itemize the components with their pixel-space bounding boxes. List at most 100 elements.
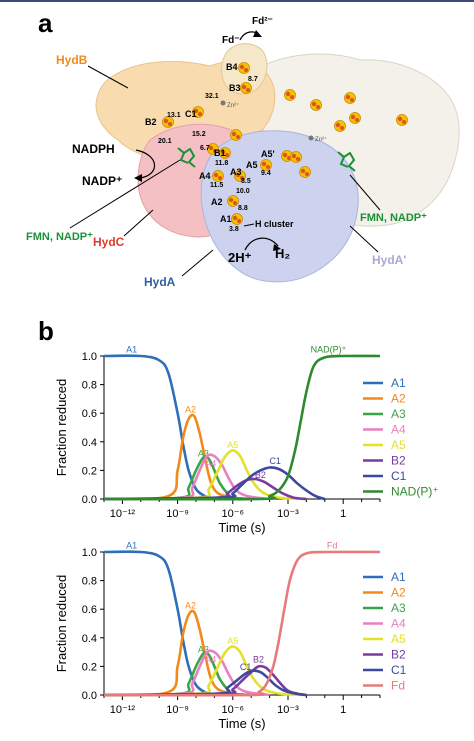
legend-label: C1	[391, 663, 407, 677]
zn-left-dot	[220, 100, 226, 106]
hydA-surface	[200, 130, 359, 283]
hydB-pointer	[87, 65, 129, 89]
series-line-A5	[103, 645, 307, 697]
legend-label: C1	[391, 469, 407, 483]
fes-cluster-icon	[212, 170, 224, 182]
fes-cluster-icon	[344, 92, 356, 104]
top-rule	[0, 0, 474, 2]
y-axis-label: Fraction reduced	[54, 575, 69, 673]
distance-20-1: 20.1	[158, 138, 172, 145]
nadph-label: NADPH	[72, 142, 115, 156]
cluster-label-B4: B4	[226, 62, 238, 72]
panel-a-label: a	[38, 8, 53, 38]
zn-right-dot	[308, 135, 314, 141]
cluster-label-A1: A1	[220, 214, 232, 224]
series-inline-label: A5	[227, 440, 238, 450]
y-tick-label: 0.6	[82, 604, 97, 616]
legend-label: A1	[391, 376, 406, 390]
distance-6-7: 6.7	[200, 145, 210, 152]
cluster-label-A5: A5	[246, 160, 258, 170]
legend-label: B2	[391, 648, 406, 662]
fes-cluster-icon	[310, 99, 322, 111]
y-tick-label: 0.4	[82, 633, 97, 645]
y-tick-label: 0.0	[82, 494, 97, 506]
series-line-A4	[103, 649, 270, 697]
zn-right-label: Zn²⁺	[315, 136, 327, 143]
legend-label: Fd	[391, 679, 405, 693]
hydC-pointer	[123, 209, 154, 237]
series-inline-label: A4	[205, 655, 216, 665]
h2-label: H₂	[275, 246, 290, 261]
fes-cluster-icon	[334, 120, 346, 132]
x-tick-label: 10⁻⁹	[166, 704, 189, 716]
x-tick-label: 10⁻¹²	[110, 704, 136, 716]
distance-32-1: 32.1	[205, 93, 219, 100]
fes-cluster-icon	[299, 166, 311, 178]
series-inline-label: B2	[255, 470, 266, 480]
cluster-label-C1: C1	[185, 109, 197, 119]
legend-label: A2	[391, 586, 406, 600]
chart-bottom: 0.0 0.2 0.4 0.6 0.8 1.0 10⁻¹² 10⁻⁹ 10⁻⁶ 10⁻³ 1 Time…	[54, 540, 407, 731]
legend-label: A4	[391, 617, 406, 631]
fmn-nadp-left-label: FMN, NADP⁺	[26, 231, 93, 243]
legend-label: A3	[391, 407, 406, 421]
series-inline-label: B2	[253, 655, 264, 665]
series-inline-label: C1	[269, 456, 281, 466]
y-tick-label: 0.8	[82, 576, 97, 588]
distance-10-0: 10.0	[236, 188, 250, 195]
x-tick-label: 10⁻⁶	[222, 704, 245, 716]
cluster-label-A2: A2	[211, 197, 223, 207]
series-inline-label: NAD(P)⁺	[311, 344, 347, 354]
series-inline-label: A2	[185, 600, 196, 610]
fes-cluster-icon	[162, 116, 174, 128]
y-tick-label: 0.6	[82, 408, 97, 420]
legend-label: NAD(P)⁺	[391, 485, 439, 499]
legend-label: B2	[391, 454, 406, 468]
x-axis-label: Time (s)	[218, 716, 265, 731]
cluster-label-A5prime: A5'	[261, 149, 275, 159]
fd-arrowhead	[253, 30, 262, 37]
chart-top: 0.0 0.2 0.4 0.6 0.8 1.0 10⁻¹² 10⁻⁹ 10⁻⁶ 10⁻³ 1 Time…	[54, 344, 439, 535]
fd-oxidized-label: Fd²⁻	[252, 16, 273, 27]
hydA-prime-pointer	[349, 225, 379, 253]
fes-cluster-icon	[207, 143, 219, 155]
series-inline-label: A4	[205, 459, 216, 469]
x-tick-label: 10⁻³	[277, 704, 299, 716]
x-tick-label: 10⁻¹²	[110, 508, 136, 520]
legend-label: A3	[391, 601, 406, 615]
fmn-nadp-right-label: FMN, NADP⁺	[360, 212, 427, 224]
distance-9-4: 9.4	[261, 170, 271, 177]
h-cluster-pointer	[243, 223, 255, 227]
y-tick-label: 0.2	[82, 661, 97, 673]
y-tick-label: 1.0	[82, 351, 97, 363]
fd-reduced-label: Fd⁻	[222, 35, 240, 46]
y-tick-label: 0.0	[82, 690, 97, 702]
x-tick-label: 10⁻³	[277, 508, 299, 520]
y-tick-label: 0.8	[82, 380, 97, 392]
x-axis-label: Time (s)	[218, 520, 265, 535]
cluster-label-A3: A3	[230, 167, 242, 177]
series-line-C1	[103, 669, 307, 697]
cluster-label-A4: A4	[199, 171, 211, 181]
fmn-left-pointer	[69, 159, 181, 229]
nadp-label: NADP⁺	[82, 174, 122, 188]
y-axis-label: Fraction reduced	[54, 379, 69, 477]
legend-label: A2	[391, 392, 406, 406]
series-line-A5	[103, 449, 307, 501]
hydA-prime-label: HydA'	[372, 253, 406, 267]
x-tick-label: 1	[340, 704, 346, 716]
distance-13-1: 13.1	[167, 112, 181, 119]
hydA-pointer	[181, 249, 214, 277]
fmn-right-pointer	[349, 174, 381, 211]
fes-cluster-icon	[260, 159, 272, 171]
fes-cluster-icon	[230, 129, 242, 141]
h2-arrowhead	[273, 244, 281, 251]
series-line-NADP	[103, 354, 381, 501]
fes-cluster-icon	[290, 151, 302, 163]
fes-cluster-icon	[349, 112, 361, 124]
cluster-label-B2: B2	[145, 117, 157, 127]
y-tick-label: 0.2	[82, 465, 97, 477]
panel-b-label: b	[38, 316, 54, 346]
series-line-C1	[103, 466, 326, 501]
